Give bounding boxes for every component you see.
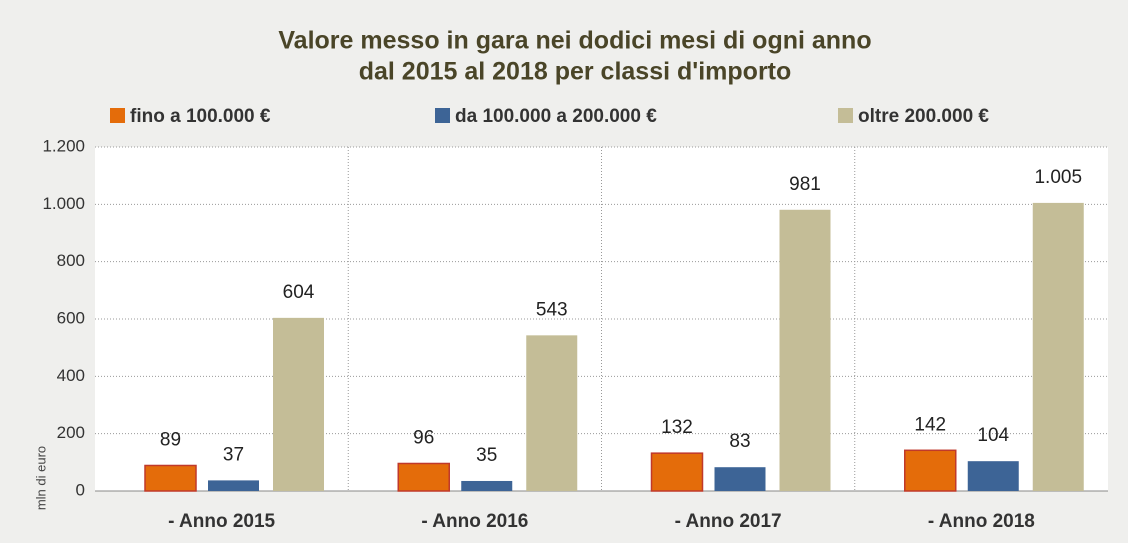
bar: [904, 449, 957, 492]
value-label: 543: [536, 299, 568, 320]
legend-label: da 100.000 a 200.000 €: [455, 106, 657, 127]
value-label: 142: [914, 414, 946, 435]
bar: [714, 467, 766, 491]
y-tick-label: 1.200: [42, 136, 85, 155]
bar: [1032, 202, 1084, 491]
value-label: 37: [223, 444, 244, 465]
value-label: 104: [977, 425, 1009, 446]
y-tick-label: 400: [57, 366, 85, 385]
bar: [144, 464, 197, 492]
legend-swatch: [838, 108, 853, 123]
y-axis-label: mln di euro: [33, 446, 48, 510]
x-tick-label: - Anno 2017: [675, 511, 782, 532]
bar: [779, 209, 831, 491]
chart-title: Valore messo in gara nei dodici mesi di …: [278, 27, 871, 55]
y-tick-label: 800: [57, 251, 85, 270]
bar: [208, 480, 259, 491]
y-tick-label: 200: [57, 423, 85, 442]
y-tick-label: 1.000: [42, 194, 85, 213]
value-label: 35: [476, 445, 497, 466]
legend-swatch: [435, 108, 450, 123]
x-tick-label: - Anno 2018: [928, 511, 1035, 532]
value-label: 83: [729, 431, 750, 452]
y-tick-label: 0: [76, 480, 85, 499]
bar: [650, 452, 704, 492]
bar: [967, 461, 1019, 491]
bar: [461, 480, 513, 491]
legend-swatch: [110, 108, 125, 123]
value-label: 1.005: [1034, 167, 1082, 188]
bar: [526, 335, 578, 491]
value-label: 132: [661, 417, 693, 438]
value-label: 89: [160, 430, 181, 451]
chart-title: dal 2015 al 2018 per classi d'importo: [359, 58, 792, 86]
value-label: 604: [283, 282, 315, 303]
x-tick-label: - Anno 2015: [168, 511, 275, 532]
bar: [273, 317, 324, 491]
legend-label: fino a 100.000 €: [130, 106, 271, 127]
value-label: 96: [413, 427, 434, 448]
legend-label: oltre 200.000 €: [858, 106, 989, 127]
value-label: 981: [789, 174, 821, 195]
x-tick-label: - Anno 2016: [421, 511, 528, 532]
y-tick-label: 600: [57, 308, 85, 327]
bar: [397, 462, 450, 492]
